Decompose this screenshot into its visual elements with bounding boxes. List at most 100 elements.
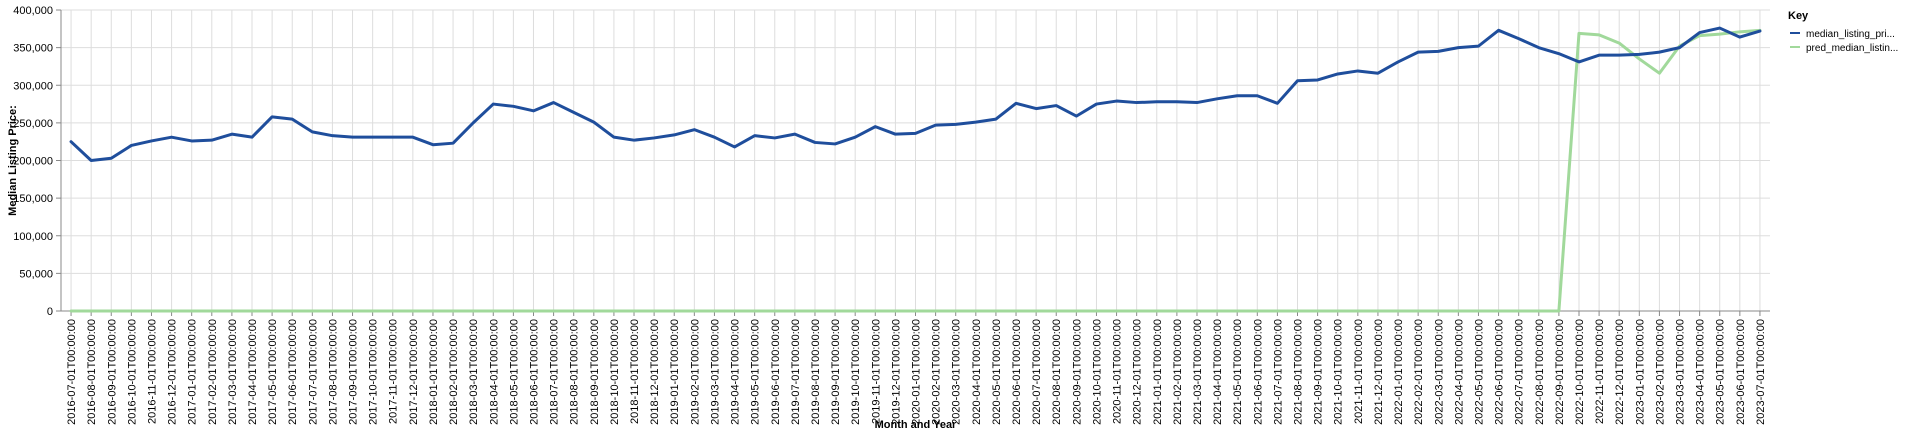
- data-point: [351, 310, 353, 312]
- data-point: [392, 136, 394, 138]
- x-tick-label: 2022-02-01T00:00:00: [1413, 319, 1425, 425]
- x-tick-label: 2017-12-01T00:00:00: [408, 319, 420, 425]
- data-point: [673, 134, 675, 136]
- legend: Key median_listing_pri... pred_median_lis…: [1788, 10, 1898, 54]
- x-tick-label: 2018-11-01T00:00:00: [629, 319, 641, 424]
- x-tick-label: 2018-10-01T00:00:00: [609, 319, 621, 425]
- x-tick-label: 2021-04-01T00:00:00: [1212, 319, 1224, 425]
- x-tick-label: 2022-11-01T00:00:00: [1594, 319, 1606, 424]
- x-tick-label: 2017-09-01T00:00:00: [348, 319, 360, 425]
- data-point: [593, 310, 595, 312]
- data-point: [1256, 95, 1258, 97]
- data-point: [934, 124, 936, 126]
- y-tick-label: 150,000: [13, 193, 53, 205]
- data-point: [1457, 46, 1459, 48]
- x-tick-label: 2022-10-01T00:00:00: [1574, 319, 1586, 425]
- x-tick-label: 2019-12-01T00:00:00: [890, 319, 902, 425]
- series-line-0: [69, 26, 1762, 162]
- data-point: [1658, 72, 1660, 74]
- data-point: [271, 116, 273, 118]
- data-point: [392, 310, 394, 312]
- data-point: [894, 310, 896, 312]
- data-point: [1156, 101, 1158, 103]
- data-point: [1357, 310, 1359, 312]
- legend-label-1: pred_median_listin...: [1806, 43, 1898, 54]
- data-point: [1417, 51, 1419, 53]
- data-point: [1477, 310, 1479, 312]
- data-point: [573, 310, 575, 312]
- data-point: [774, 137, 776, 139]
- x-tick-label: 2018-02-01T00:00:00: [448, 319, 460, 425]
- data-point: [814, 141, 816, 143]
- x-tick-label: 2023-01-01T00:00:00: [1634, 319, 1646, 425]
- x-tick-label: 2020-01-01T00:00:00: [911, 319, 923, 425]
- data-point: [1015, 310, 1017, 312]
- x-tick-label: 2016-10-01T00:00:00: [126, 319, 138, 425]
- x-tick-label: 2020-03-01T00:00:00: [951, 319, 963, 425]
- y-tick-label: 50,000: [19, 268, 53, 280]
- x-tick-label: 2023-04-01T00:00:00: [1695, 319, 1707, 425]
- x-tick-label: 2019-02-01T00:00:00: [689, 319, 701, 425]
- data-point: [211, 310, 213, 312]
- data-point: [673, 310, 675, 312]
- data-point: [1135, 310, 1137, 312]
- x-tick-label: 2018-01-01T00:00:00: [428, 319, 440, 425]
- data-point: [1517, 310, 1519, 312]
- data-point: [633, 139, 635, 141]
- data-point: [412, 310, 414, 312]
- gridlines: [61, 9, 1770, 312]
- data-point: [1397, 310, 1399, 312]
- data-point: [955, 123, 957, 125]
- data-point: [190, 140, 192, 142]
- data-point: [693, 128, 695, 130]
- data-point: [1256, 310, 1258, 312]
- x-tick-label: 2023-06-01T00:00:00: [1735, 319, 1747, 425]
- data-point: [713, 136, 715, 138]
- data-point: [150, 310, 152, 312]
- data-point: [995, 310, 997, 312]
- data-point: [1678, 46, 1680, 48]
- data-point: [1658, 51, 1660, 53]
- x-tick-label: 2022-12-01T00:00:00: [1614, 319, 1626, 425]
- x-tick-label: 2023-02-01T00:00:00: [1654, 319, 1666, 425]
- data-point: [1035, 107, 1037, 109]
- data-point: [1176, 101, 1178, 103]
- data-point: [854, 310, 856, 312]
- data-point: [794, 133, 796, 135]
- x-tick-label: 2021-07-01T00:00:00: [1272, 319, 1284, 425]
- data-point: [753, 310, 755, 312]
- data-point: [1337, 73, 1339, 75]
- x-tick-label: 2017-10-01T00:00:00: [368, 319, 380, 425]
- data-point: [371, 310, 373, 312]
- data-point: [1115, 100, 1117, 102]
- data-point: [1377, 310, 1379, 312]
- data-point: [1578, 61, 1580, 63]
- data-point: [130, 144, 132, 146]
- x-tick-label: 2021-12-01T00:00:00: [1373, 319, 1385, 425]
- y-axis-title: Median Listing Price:: [7, 105, 19, 216]
- x-tick-label: 2021-05-01T00:00:00: [1232, 319, 1244, 425]
- y-tick-label: 200,000: [13, 156, 53, 168]
- x-tick-label: 2018-09-01T00:00:00: [589, 319, 601, 425]
- data-point: [593, 121, 595, 123]
- data-point: [492, 103, 494, 105]
- data-point: [653, 137, 655, 139]
- data-point: [713, 310, 715, 312]
- data-point: [1457, 310, 1459, 312]
- data-point: [472, 122, 474, 124]
- data-point: [1055, 310, 1057, 312]
- data-point: [1115, 310, 1117, 312]
- x-tick-label: 2018-12-01T00:00:00: [649, 319, 661, 425]
- data-point: [1316, 310, 1318, 312]
- data-point: [733, 310, 735, 312]
- x-tick-label: 2016-11-01T00:00:00: [146, 319, 158, 424]
- data-point: [170, 136, 172, 138]
- x-tick-label: 2023-07-01T00:00:00: [1755, 319, 1767, 425]
- data-point: [1236, 310, 1238, 312]
- data-point: [613, 136, 615, 138]
- data-point: [331, 134, 333, 136]
- x-tick-label: 2021-03-01T00:00:00: [1192, 319, 1204, 425]
- x-tick-label: 2017-08-01T00:00:00: [327, 319, 339, 425]
- data-point: [1397, 61, 1399, 63]
